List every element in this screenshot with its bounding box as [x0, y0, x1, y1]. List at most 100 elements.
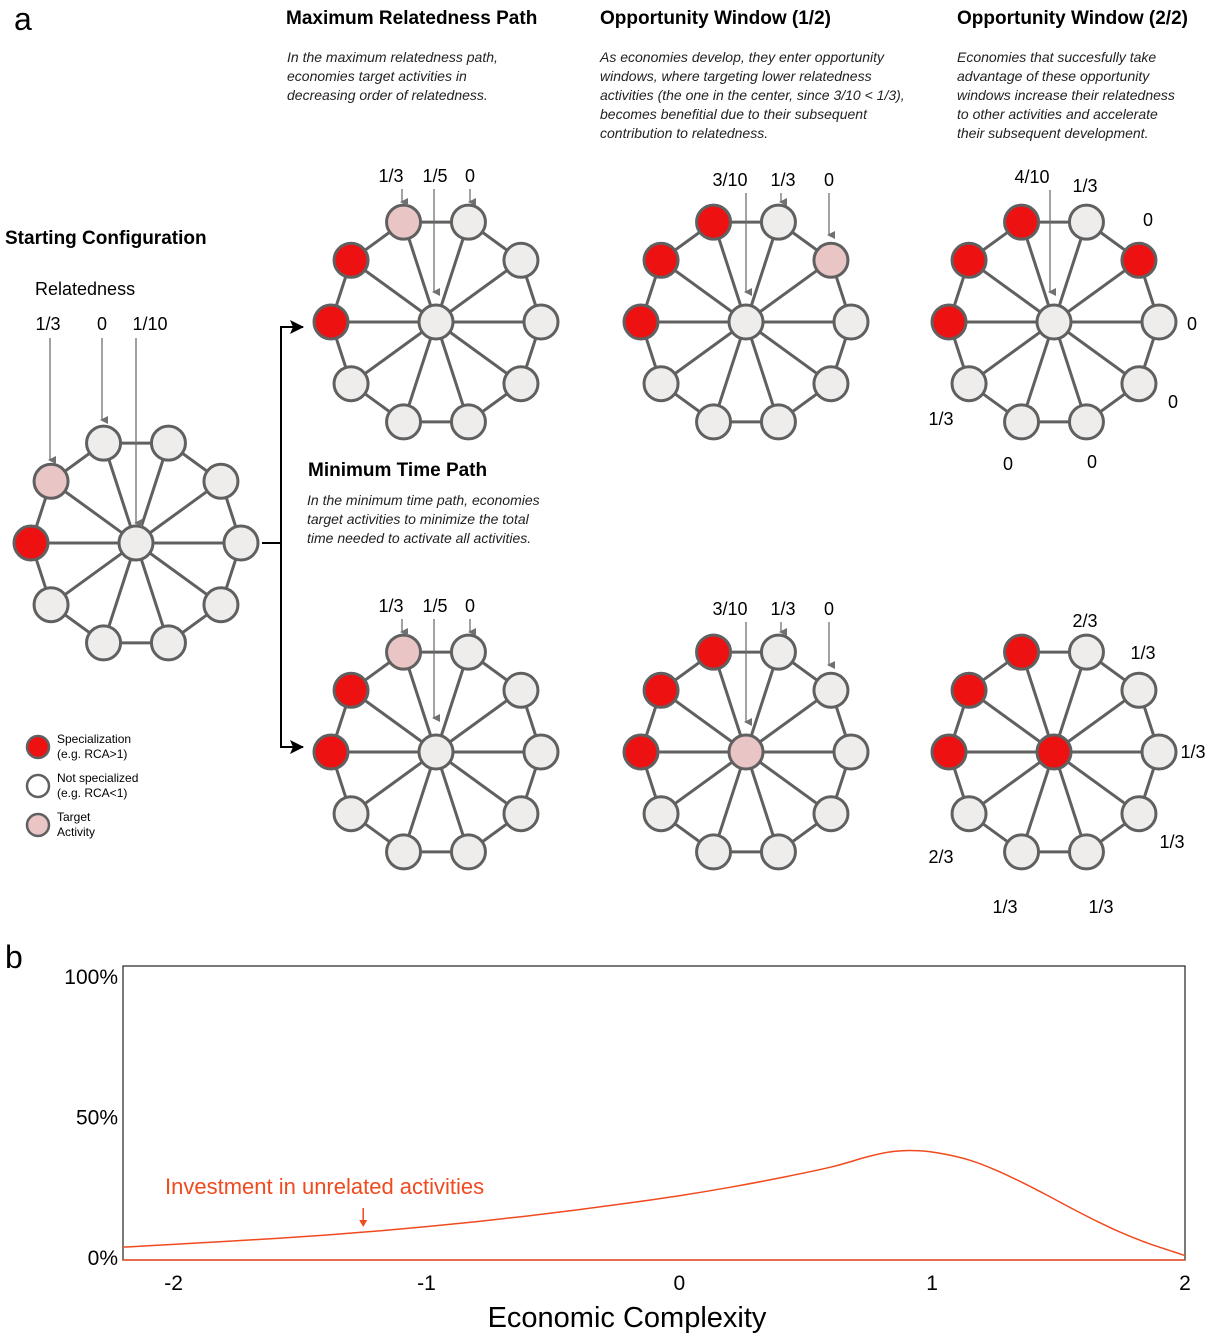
relatedness-value: 1/3: [928, 409, 953, 429]
network-node: [449, 203, 487, 241]
legend-specialized-swatch: [25, 734, 51, 760]
network-center-node: [727, 733, 765, 771]
relatedness-value: 0: [824, 599, 834, 619]
x-axis-label: Economic Complexity: [488, 1302, 767, 1333]
legend-label: Activity: [57, 825, 95, 839]
network-node: [832, 733, 870, 771]
relatedness-label: Relatedness: [35, 279, 135, 299]
relatedness-value: 1/3: [1088, 897, 1113, 917]
x-tick-label: -1: [417, 1272, 436, 1295]
relatedness-value: 1/3: [378, 596, 403, 616]
relatedness-value: 1/3: [770, 170, 795, 190]
legend-label: Not specialized: [57, 771, 138, 785]
window2-desc-line: windows increase their relatedness: [957, 87, 1175, 103]
network-node: [642, 241, 680, 279]
relatedness-value: 1/3: [1130, 643, 1155, 663]
network-node: [950, 365, 988, 403]
network-node: [1120, 671, 1158, 709]
network-node: [759, 833, 797, 871]
network-node: [312, 733, 350, 771]
min-path-title: Minimum Time Path: [308, 460, 487, 481]
plot-frame: [122, 965, 1186, 1261]
min-path-desc-line: time needed to activate all activities.: [307, 530, 531, 546]
network-node: [930, 303, 968, 341]
window2-desc-line: to other activities and accelerate: [957, 106, 1158, 122]
network-node: [85, 424, 123, 462]
max-path-desc-line: economies target activities in: [287, 68, 467, 84]
network-node: [502, 671, 540, 709]
network-node: [12, 524, 50, 562]
network-min-path: [312, 633, 560, 871]
network-node: [759, 633, 797, 671]
relatedness-value: 1/3: [1159, 832, 1184, 852]
network-node: [332, 795, 370, 833]
relatedness-value: 1/5: [422, 596, 447, 616]
network-node: [695, 403, 733, 441]
relatedness-value: 0: [1003, 454, 1013, 474]
network-center-node: [1035, 303, 1073, 341]
max-path-desc: In the maximum relatedness path, economi…: [287, 49, 502, 103]
network-node: [695, 203, 733, 241]
relatedness-value: 3/10: [712, 170, 747, 190]
network-node: [32, 586, 70, 624]
network-node: [950, 795, 988, 833]
panel-b-letter: b: [5, 939, 23, 975]
network-node: [32, 462, 70, 500]
network-min-window1: [622, 633, 870, 871]
network-node: [1067, 833, 1105, 871]
relatedness-value: 2/3: [928, 847, 953, 867]
network-node: [930, 733, 968, 771]
network-node: [759, 403, 797, 441]
network-center-node: [417, 303, 455, 341]
network-center-node: [417, 733, 455, 771]
network-node: [812, 241, 850, 279]
network-node: [642, 795, 680, 833]
network-node: [149, 424, 187, 462]
network-node: [1067, 633, 1105, 671]
network-node: [385, 403, 423, 441]
legend-label: (e.g. RCA<1): [57, 786, 127, 800]
annotation-arrowhead: [359, 1220, 368, 1227]
window1-desc-line: As economies develop, they enter opportu…: [599, 49, 885, 65]
x-tick-label: 2: [1179, 1272, 1191, 1295]
network-node: [1120, 795, 1158, 833]
min-path-desc-line: In the minimum time path, economies: [307, 492, 540, 508]
network-starting: [12, 424, 260, 662]
window2-desc: Economies that succesfully take advantag…: [957, 49, 1179, 141]
y-tick-label: 100%: [64, 966, 118, 989]
network-node: [1120, 365, 1158, 403]
relatedness-value: 1/3: [1072, 176, 1097, 196]
relatedness-value: 3/10: [712, 599, 747, 619]
network-window2: [930, 203, 1178, 441]
network-node: [622, 303, 660, 341]
network-node: [1003, 833, 1041, 871]
network-node: [502, 241, 540, 279]
window1-desc-line: windows, where targeting lower relatedne…: [600, 68, 872, 84]
network-node: [385, 203, 423, 241]
network-node: [385, 833, 423, 871]
legend-label: Target: [57, 810, 91, 824]
relatedness-value: 4/10: [1014, 167, 1049, 187]
network-node: [1120, 241, 1158, 279]
legend: Specialization (e.g. RCA>1) Not speciali…: [25, 732, 138, 839]
legend-label: Specialization: [57, 732, 131, 746]
network-window1: [622, 203, 870, 441]
window2-desc-line: Economies that succesfully take: [957, 49, 1156, 65]
window2-title: Opportunity Window (2/2): [957, 8, 1188, 29]
window1-desc-line: becomes benefitial due to their subseque…: [600, 106, 868, 122]
window1-title: Opportunity Window (1/2): [600, 8, 831, 29]
relatedness-value: 0: [1087, 452, 1097, 472]
relatedness-value: 1/3: [378, 166, 403, 186]
y-tick-label: 50%: [76, 1107, 118, 1130]
window2-desc-line: their subsequent development.: [957, 125, 1148, 141]
network-node: [950, 241, 988, 279]
network-node: [332, 241, 370, 279]
network-node: [812, 365, 850, 403]
network-node: [502, 365, 540, 403]
window1-desc: As economies develop, they enter opportu…: [599, 49, 909, 141]
relatedness-value: 1/3: [35, 314, 60, 334]
starting-config-title: Starting Configuration: [5, 228, 207, 249]
branch-arrow-min: [280, 543, 304, 754]
network-node: [1003, 633, 1041, 671]
relatedness-value: 0: [1143, 210, 1153, 230]
